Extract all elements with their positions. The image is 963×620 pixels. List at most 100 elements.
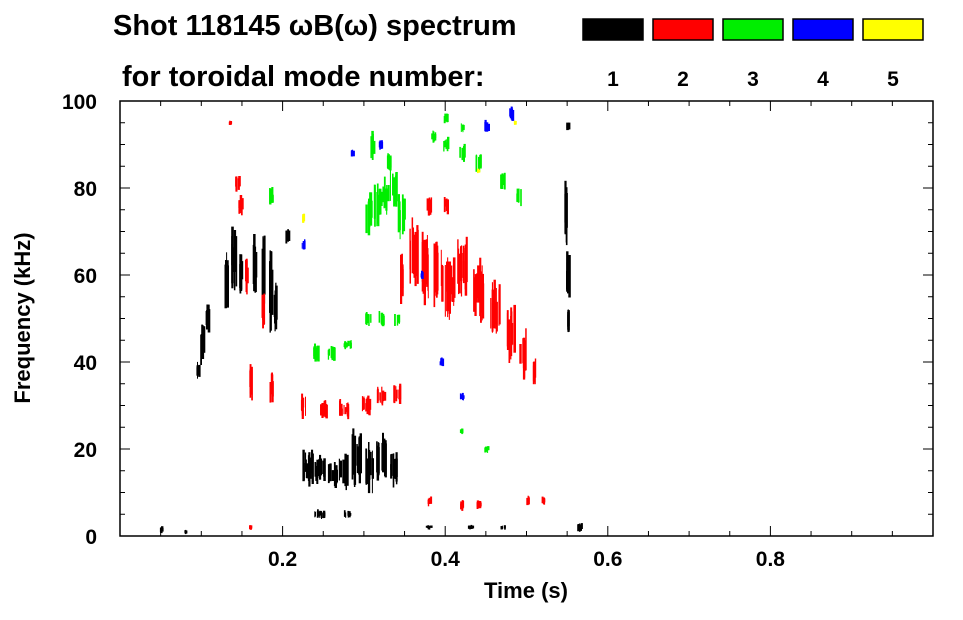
data-point (378, 140, 384, 150)
data-point (376, 432, 387, 481)
x-tick-label: 0.4 (431, 548, 461, 571)
data-point (532, 358, 537, 385)
legend-swatch-2 (652, 18, 714, 41)
data-point (484, 119, 490, 132)
y-tick-label: 40 (74, 352, 97, 375)
data-point (302, 213, 306, 223)
data-point (365, 312, 372, 326)
data-point (159, 526, 164, 534)
data-point (490, 279, 501, 334)
data-point (231, 226, 238, 291)
data-point (459, 143, 466, 162)
legend: 1 2 3 4 5 (582, 18, 924, 91)
data-point (314, 454, 326, 484)
data-point (249, 364, 253, 401)
series-n=5 (302, 120, 517, 223)
data-point (320, 400, 328, 419)
data-point (500, 525, 506, 530)
legend-label-4: 4 (817, 68, 829, 91)
data-point (444, 257, 456, 320)
data-point (238, 195, 244, 216)
data-point (365, 442, 374, 494)
data-point (394, 314, 401, 326)
data-point (269, 372, 274, 403)
chart-title-line1: Shot 118145 ωB(ω) spectrum (113, 10, 517, 42)
y-tick-label: 0 (85, 526, 97, 549)
data-point (224, 252, 229, 309)
data-point (228, 120, 233, 125)
legend-label-1: 1 (607, 68, 619, 91)
data-point (484, 446, 490, 453)
data-point (205, 304, 211, 333)
series-n=4 (301, 106, 515, 401)
data-point (351, 428, 362, 487)
data-point (314, 509, 326, 519)
data-point (509, 106, 515, 121)
data-point (577, 523, 583, 532)
data-point (269, 250, 274, 333)
data-point (350, 149, 355, 157)
legend-swatch-5 (862, 18, 924, 41)
data-point (425, 525, 433, 530)
data-point (460, 123, 465, 133)
legend-label-5: 5 (887, 68, 899, 91)
data-point (400, 253, 404, 304)
data-point (381, 176, 390, 215)
data-point (459, 428, 464, 435)
x-tick-label: 0.6 (593, 548, 622, 571)
data-point (393, 383, 402, 404)
data-point (301, 239, 306, 250)
data-point (285, 229, 291, 244)
data-layer (159, 106, 583, 535)
plot-frame (119, 100, 934, 537)
data-point (339, 399, 350, 420)
data-point (261, 293, 266, 329)
x-tick-label: 0.2 (268, 548, 297, 571)
data-point (273, 282, 278, 332)
y-tick-label: 100 (62, 91, 97, 114)
data-point (313, 343, 320, 362)
legend-swatch-1 (582, 18, 644, 41)
y-tick-label: 60 (74, 265, 97, 288)
data-point (426, 197, 433, 216)
series-n=2 (228, 120, 546, 530)
data-point (343, 340, 352, 350)
legend-label-2: 2 (677, 68, 689, 91)
data-point (526, 495, 530, 506)
data-point (378, 311, 385, 327)
data-point (477, 168, 481, 174)
data-point (361, 395, 372, 416)
series-n=3 (269, 113, 522, 453)
data-point (567, 309, 570, 333)
data-point (370, 130, 376, 160)
data-point (564, 180, 568, 246)
legend-swatch-4 (792, 18, 854, 41)
data-point (245, 258, 249, 295)
data-point (365, 192, 373, 236)
y-tick-label: 80 (74, 178, 97, 201)
x-tick-label: 0.8 (756, 548, 786, 571)
data-point (506, 304, 516, 363)
data-point (500, 172, 506, 190)
data-point (427, 496, 433, 507)
data-point (516, 188, 522, 207)
data-point (269, 187, 274, 205)
data-point (431, 130, 437, 143)
data-point (389, 166, 398, 207)
data-point (443, 197, 449, 215)
data-point (433, 241, 444, 308)
data-point (302, 449, 314, 487)
data-point (386, 153, 392, 171)
chart-title-line2: for toroidal mode number: (122, 61, 485, 93)
data-point (457, 236, 468, 297)
data-point (519, 328, 527, 380)
data-point (252, 234, 258, 293)
data-point (235, 176, 241, 192)
data-point (476, 500, 482, 509)
data-point (421, 231, 429, 306)
data-point (373, 183, 382, 227)
data-point (327, 346, 336, 361)
x-axis-label: Time (s) (484, 578, 568, 603)
data-point (184, 529, 188, 535)
